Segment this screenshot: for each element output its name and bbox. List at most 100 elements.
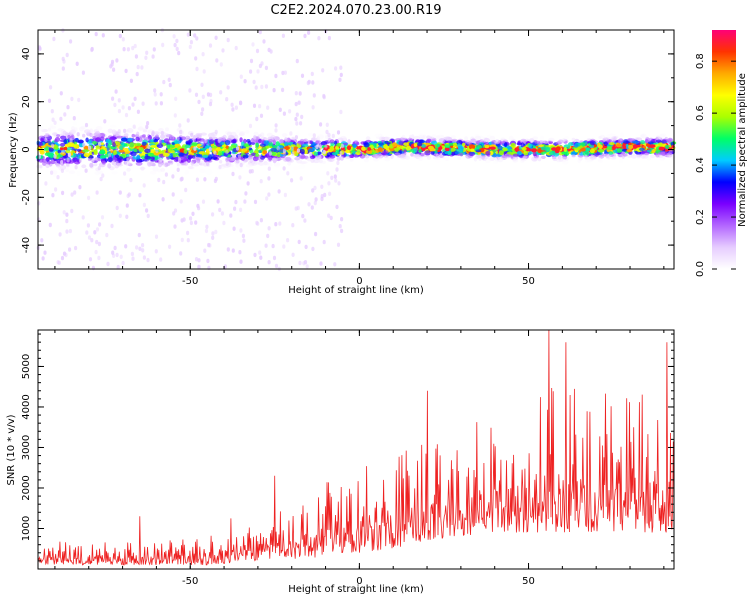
heatmap-cell	[197, 99, 201, 105]
heatmap-cell	[191, 211, 195, 216]
heatmap-cell	[628, 144, 634, 150]
heatmap-cell	[318, 159, 323, 163]
heatmap-cell	[160, 130, 164, 136]
heatmap-cell	[209, 98, 213, 104]
heatmap-cell	[251, 152, 257, 156]
y-tick-label: 20	[21, 95, 32, 108]
heatmap-cell	[627, 154, 632, 158]
heatmap-cell	[112, 67, 116, 72]
heatmap-cell	[615, 143, 622, 148]
heatmap-cell	[109, 124, 117, 128]
heatmap-cell	[136, 158, 143, 163]
heatmap-cell	[117, 98, 121, 103]
x-tick-label: 50	[522, 576, 535, 587]
heatmap-cell	[268, 156, 273, 161]
heatmap-cell	[485, 141, 489, 146]
heatmap-cell	[356, 149, 361, 153]
heatmap-cell	[366, 149, 373, 154]
heatmap-cell	[657, 152, 664, 156]
heatmap-cell	[219, 90, 223, 95]
heatmap-cell	[299, 176, 303, 181]
heatmap-cell	[337, 181, 341, 186]
heatmap-cell	[87, 195, 91, 201]
heatmap-cell	[178, 123, 182, 128]
heatmap-cell	[259, 255, 263, 260]
heatmap-cell	[172, 171, 178, 176]
colorbar-label: Normalized spectral amplitude	[737, 73, 748, 227]
heatmap-cell	[552, 156, 557, 160]
heatmap-cell	[195, 36, 199, 41]
heatmap-cell	[99, 154, 107, 159]
heatmap-cell	[106, 151, 111, 155]
heatmap-cell	[75, 61, 79, 66]
heatmap-cell	[238, 250, 242, 255]
heatmap-cell	[301, 143, 309, 147]
heatmap-cell	[144, 148, 151, 154]
heatmap-cell	[602, 137, 609, 142]
heatmap-cell	[405, 145, 411, 151]
heatmap-cell	[138, 246, 142, 251]
heatmap-cell	[97, 241, 101, 247]
heatmap-cell	[564, 135, 569, 140]
heatmap-cell	[160, 134, 166, 139]
heatmap-cell	[59, 147, 64, 151]
heatmap-cell	[136, 154, 141, 160]
heatmap-cell	[161, 42, 165, 48]
heatmap-cell	[142, 129, 148, 133]
heatmap-cell	[375, 134, 381, 138]
heatmap-cell	[266, 233, 270, 239]
heatmap-cell	[51, 193, 55, 198]
heatmap-cell	[340, 217, 344, 222]
y-tick-label: 1000	[21, 516, 32, 541]
snr-ylabel: SNR (10 * v/v)	[6, 414, 17, 485]
heatmap-cell	[74, 245, 78, 251]
heatmap-cell	[169, 144, 176, 148]
heatmap-cell	[571, 154, 576, 158]
heatmap-cell	[94, 31, 98, 37]
heatmap-cell	[272, 88, 276, 93]
heatmap-cell	[294, 157, 300, 161]
heatmap-cell	[418, 148, 422, 153]
heatmap-cell	[436, 143, 440, 148]
heatmap-cell	[285, 156, 292, 162]
heatmap-cell	[51, 117, 55, 122]
heatmap-cell	[146, 213, 150, 219]
heatmap-cell	[317, 36, 321, 41]
heatmap-cell	[111, 171, 118, 175]
heatmap-cell	[77, 97, 81, 103]
heatmap-cell	[116, 264, 120, 270]
heatmap-cell	[44, 181, 48, 186]
heatmap-cell	[111, 96, 115, 101]
heatmap-cell	[220, 211, 224, 216]
heatmap-cell	[72, 121, 78, 125]
heatmap-cell	[587, 159, 593, 163]
heatmap-cell	[192, 135, 197, 140]
heatmap-cell	[571, 137, 576, 141]
heatmap-cell	[234, 134, 239, 140]
heatmap-cell	[146, 121, 150, 126]
heatmap-cell	[301, 213, 305, 219]
heatmap-cell	[84, 129, 91, 134]
heatmap-cell	[175, 46, 179, 52]
heatmap-cell	[267, 139, 274, 143]
heatmap-cell	[334, 178, 338, 183]
heatmap-cell	[173, 224, 177, 229]
heatmap-cell	[248, 123, 253, 129]
heatmap-cell	[485, 151, 491, 156]
heatmap-cell	[355, 142, 360, 146]
heatmap-cell	[69, 129, 76, 134]
heatmap-cell	[178, 152, 184, 157]
heatmap-cell	[522, 155, 528, 159]
heatmap-cell	[390, 154, 395, 158]
heatmap-cell	[131, 45, 135, 51]
heatmap-cell	[123, 171, 127, 176]
heatmap-cell	[245, 130, 250, 134]
heatmap-cell	[258, 29, 262, 35]
heatmap-cell	[90, 238, 94, 243]
heatmap-cell	[66, 158, 70, 163]
heatmap-cell	[194, 56, 198, 61]
heatmap-cell	[303, 138, 308, 143]
heatmap-cell	[195, 66, 199, 72]
heatmap-cell	[475, 149, 482, 153]
heatmap-cell	[532, 156, 538, 161]
